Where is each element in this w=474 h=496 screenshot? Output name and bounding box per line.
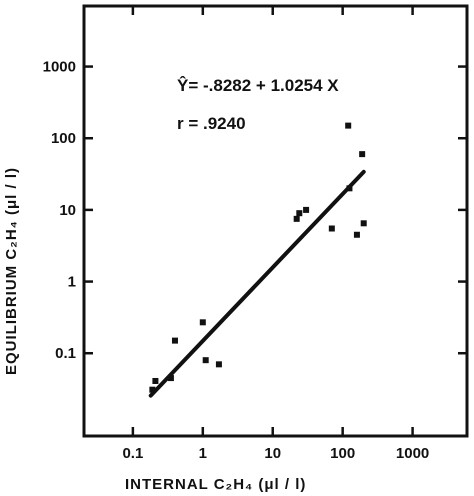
y-tick-label: 1000	[43, 59, 76, 76]
data-point	[296, 210, 303, 217]
x-tick-label: 1	[199, 445, 207, 462]
x-axis-title: INTERNAL C₂H₄ (μl / l)	[125, 476, 306, 493]
data-point	[199, 319, 206, 326]
y-tick-label: 100	[51, 130, 76, 147]
x-tick-label: 0.1	[122, 445, 143, 462]
data-point	[353, 231, 360, 238]
data-point	[167, 375, 174, 382]
data-points	[149, 122, 367, 393]
x-tick-label: 1000	[396, 445, 429, 462]
data-point	[215, 361, 222, 368]
data-point	[345, 122, 352, 129]
data-point	[171, 337, 178, 344]
axis-ticks: 0.1 1 10 100 1000 0.1 1 10 100 1000	[43, 6, 467, 462]
y-tick-label: 0.1	[55, 345, 76, 362]
data-point	[303, 206, 310, 213]
x-tick-label: 10	[264, 445, 281, 462]
data-point	[293, 215, 300, 222]
data-point	[360, 220, 367, 227]
data-point	[202, 357, 209, 364]
y-axis-title: EQUILIBRIUM C₂H₄ (μl / l)	[3, 167, 20, 375]
correlation-coefficient: r = .9240	[177, 114, 246, 133]
data-point	[328, 225, 335, 232]
y-tick-label: 10	[59, 202, 76, 219]
plot-frame	[82, 4, 469, 438]
data-point	[152, 377, 159, 384]
data-point	[149, 386, 156, 393]
y-tick-label: 1	[68, 274, 76, 291]
x-tick-label: 100	[330, 445, 355, 462]
regression-line	[148, 169, 366, 398]
regression-equation: Ŷ= -.8282 + 1.0254 X	[177, 76, 339, 95]
data-point	[359, 151, 366, 158]
